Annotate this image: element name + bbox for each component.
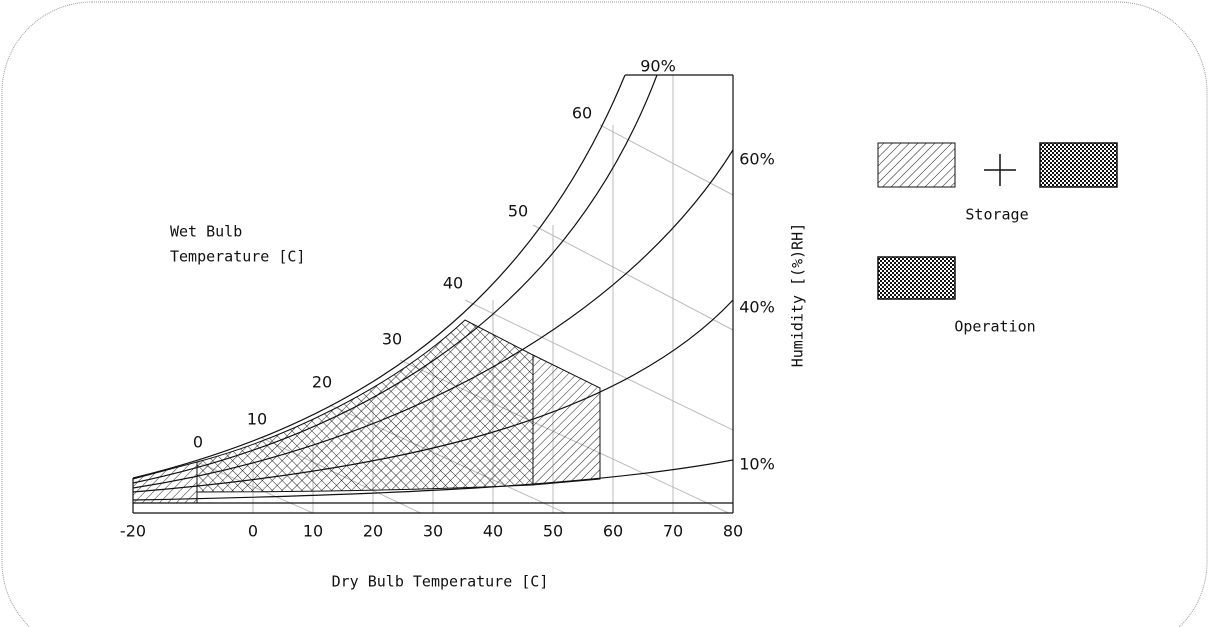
axes bbox=[132, 74, 734, 514]
wet-bulb-tick: 0 bbox=[193, 433, 203, 452]
legend-storage-swatch bbox=[877, 142, 956, 188]
x-tick-label: 60 bbox=[603, 522, 623, 541]
x-tick-label: 30 bbox=[423, 522, 443, 541]
humidity-label: 40% bbox=[739, 298, 775, 317]
x-tick-label: 80 bbox=[723, 522, 743, 541]
storage-area bbox=[532, 354, 601, 486]
x-axis-label: Dry Bulb Temperature [C] bbox=[332, 573, 549, 591]
legend-storage-label: Storage bbox=[965, 206, 1028, 224]
legend-operation-swatch bbox=[1039, 142, 1118, 188]
wet-bulb-tick: 10 bbox=[247, 410, 267, 429]
x-tick-label: 50 bbox=[543, 522, 563, 541]
humidity-curves bbox=[133, 75, 733, 501]
x-tick-label: 0 bbox=[248, 522, 258, 541]
wet-bulb-label: Wet Bulb bbox=[170, 223, 242, 241]
x-tick-label: 10 bbox=[303, 522, 323, 541]
x-tick-label: 70 bbox=[663, 522, 683, 541]
humidity-label: 60% bbox=[739, 150, 775, 169]
x-tick-label: 20 bbox=[363, 522, 383, 541]
wet-bulb-tick: 20 bbox=[312, 373, 332, 392]
x-tick-label: -20 bbox=[120, 522, 146, 541]
humidity-label: 90% bbox=[640, 57, 676, 76]
operation-area bbox=[196, 319, 534, 493]
wet-bulb-tick: 60 bbox=[572, 104, 592, 123]
humidity-label: 10% bbox=[739, 455, 775, 474]
wet-bulb-tick: 40 bbox=[443, 274, 463, 293]
wet-bulb-tick: 50 bbox=[508, 202, 528, 221]
legend-operation-swatch bbox=[877, 256, 956, 300]
x-tick-label: 40 bbox=[483, 522, 503, 541]
y-axis-label: Humidity [(%)RH] bbox=[789, 223, 807, 368]
wet-bulb-tick: 30 bbox=[382, 330, 402, 349]
legend-operation-label: Operation bbox=[954, 318, 1035, 336]
wet-bulb-label: Temperature [C] bbox=[170, 248, 305, 266]
